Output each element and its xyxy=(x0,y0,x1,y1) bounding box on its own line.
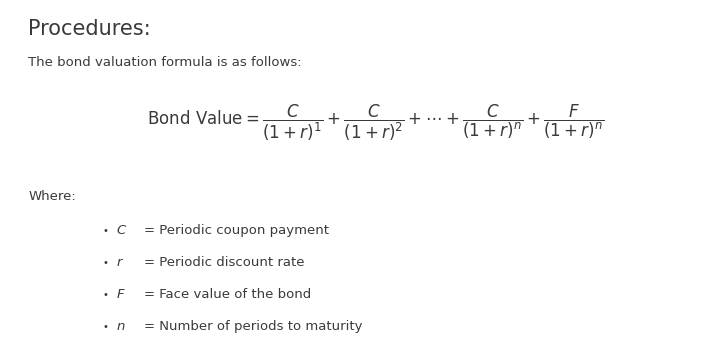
Text: $\mathrm{Bond\ Value} = \dfrac{C}{(1+r)^{1}} + \dfrac{C}{(1+r)^{2}} + \cdots + \: $\mathrm{Bond\ Value} = \dfrac{C}{(1+r)^… xyxy=(147,103,604,143)
Text: •: • xyxy=(102,226,108,236)
Text: $C$: $C$ xyxy=(116,224,127,237)
Text: = Face value of the bond: = Face value of the bond xyxy=(144,288,311,301)
Text: = Periodic discount rate: = Periodic discount rate xyxy=(144,256,305,269)
Text: •: • xyxy=(102,258,108,268)
Text: = Periodic coupon payment: = Periodic coupon payment xyxy=(144,224,329,237)
Text: •: • xyxy=(102,322,108,332)
Text: The bond valuation formula is as follows:: The bond valuation formula is as follows… xyxy=(28,56,302,69)
Text: $n$: $n$ xyxy=(116,320,126,333)
Text: $r$: $r$ xyxy=(116,256,124,269)
Text: $F$: $F$ xyxy=(116,288,126,301)
Text: Procedures:: Procedures: xyxy=(28,19,151,38)
Text: •: • xyxy=(102,290,108,300)
Text: = Number of periods to maturity: = Number of periods to maturity xyxy=(144,320,362,333)
Text: Where:: Where: xyxy=(28,190,76,204)
